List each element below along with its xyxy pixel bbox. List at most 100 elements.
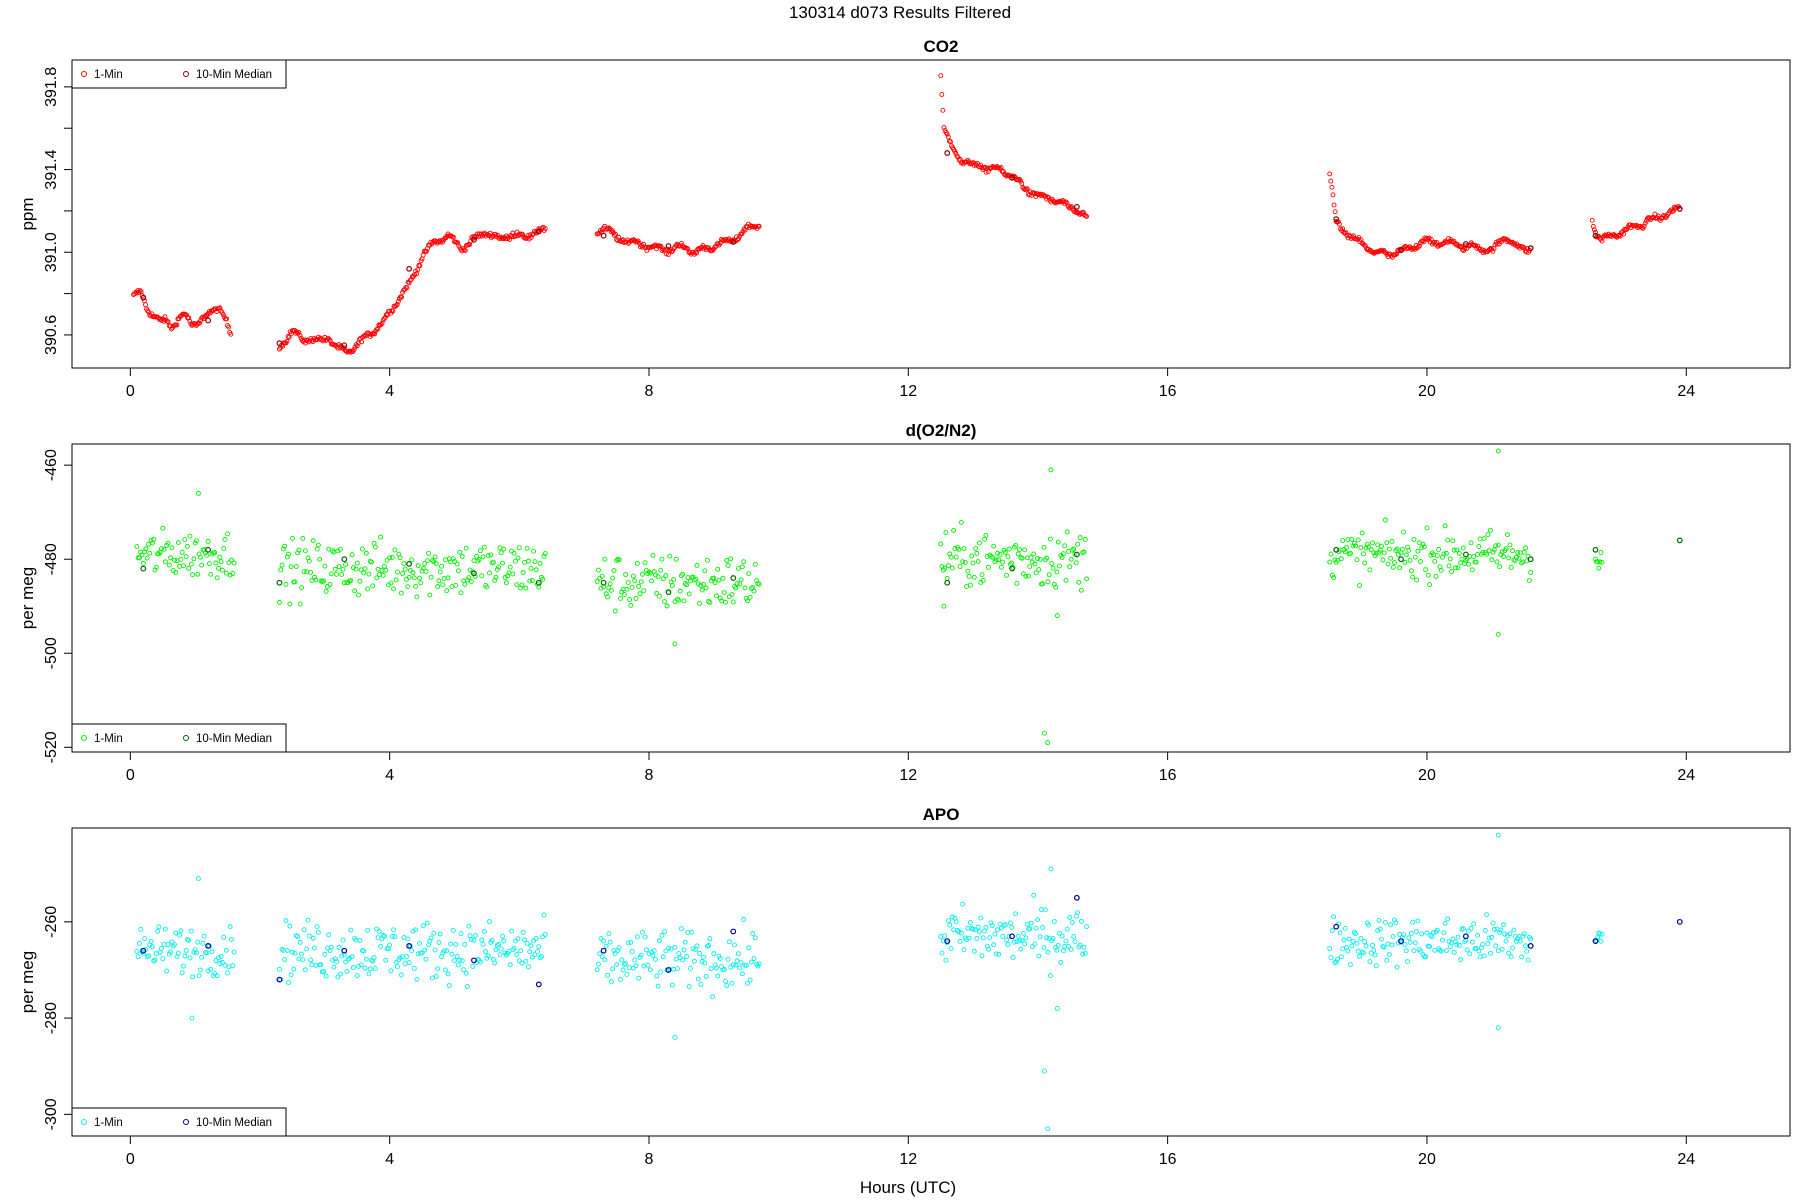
point-1min xyxy=(986,564,991,570)
point-1min xyxy=(1445,537,1451,543)
point-1min xyxy=(743,962,749,968)
point-1min xyxy=(682,939,688,945)
point-1min xyxy=(1479,247,1485,253)
point-1min xyxy=(490,559,496,565)
point-1min xyxy=(616,945,622,951)
point-1min xyxy=(389,554,395,560)
point-1min xyxy=(439,954,444,960)
point-1min xyxy=(387,555,393,561)
point-1min xyxy=(349,552,355,558)
point-1min xyxy=(138,926,144,932)
point-1min xyxy=(1495,948,1501,954)
point-1min xyxy=(991,543,997,549)
point-1min xyxy=(647,967,653,973)
point-1min xyxy=(1442,523,1448,529)
point-1min xyxy=(516,545,522,551)
point-1min xyxy=(357,938,363,944)
point-1min xyxy=(467,933,473,939)
point-1min xyxy=(598,936,604,941)
point-1min xyxy=(1080,951,1086,957)
point-1min xyxy=(389,933,395,939)
point-1min xyxy=(1048,467,1054,473)
point-1min xyxy=(717,956,723,962)
point-1min xyxy=(938,541,944,547)
point-1min xyxy=(1063,938,1069,944)
point-1min xyxy=(1415,244,1421,250)
point-1min xyxy=(1064,200,1070,206)
point-1min xyxy=(961,947,967,953)
point-1min xyxy=(1643,218,1649,224)
point-1min xyxy=(371,955,377,960)
point-1min xyxy=(1476,544,1482,549)
point-1min xyxy=(680,571,686,577)
point-1min xyxy=(1058,960,1064,965)
point-1min xyxy=(405,584,411,590)
point-1min xyxy=(1069,547,1075,553)
point-1min xyxy=(1042,730,1047,736)
point-1min xyxy=(341,951,347,957)
point-1min xyxy=(632,578,638,584)
point-1min xyxy=(735,237,741,243)
point-1min xyxy=(599,954,605,960)
point-1min xyxy=(330,548,336,554)
point-1min xyxy=(315,542,321,548)
point-1min xyxy=(637,591,643,597)
point-1min xyxy=(613,231,618,237)
point-1min xyxy=(174,322,180,328)
point-1min xyxy=(522,937,527,943)
point-1min xyxy=(1488,527,1493,533)
point-1min xyxy=(519,582,525,588)
point-1min xyxy=(756,223,762,229)
point-1min xyxy=(1460,545,1466,551)
point-1min xyxy=(967,920,973,925)
point-1min xyxy=(1521,245,1527,251)
point-1min xyxy=(310,538,316,544)
point-1min xyxy=(524,545,530,551)
point-1min xyxy=(596,230,602,236)
point-1min xyxy=(1046,572,1052,578)
point-1min xyxy=(442,557,448,563)
point-1min xyxy=(1499,549,1505,555)
point-1min xyxy=(629,584,635,590)
point-1min xyxy=(295,550,301,556)
point-1min xyxy=(365,927,371,933)
point-1min xyxy=(949,565,955,571)
point-1min xyxy=(341,345,347,351)
point-1min xyxy=(381,316,387,322)
point-1min xyxy=(457,549,463,555)
point-1min xyxy=(302,548,308,554)
point-1min xyxy=(1486,935,1492,941)
point-1min xyxy=(474,553,479,559)
point-10min-median xyxy=(471,236,477,243)
point-1min xyxy=(1416,540,1422,546)
x-tick-label: 8 xyxy=(645,767,654,784)
point-1min xyxy=(359,339,365,345)
point-1min xyxy=(663,573,669,578)
point-1min xyxy=(1009,925,1015,930)
point-1min xyxy=(947,922,953,928)
point-1min xyxy=(287,923,293,929)
point-1min xyxy=(217,554,223,560)
point-1min xyxy=(1342,925,1348,931)
point-1min xyxy=(352,588,358,594)
point-1min xyxy=(1354,557,1360,563)
point-1min xyxy=(684,582,690,588)
point-1min xyxy=(181,963,186,969)
point-1min xyxy=(1458,957,1464,962)
point-1min xyxy=(155,928,161,934)
point-1min xyxy=(1007,920,1013,926)
point-1min xyxy=(195,571,201,577)
point-1min xyxy=(165,942,171,948)
point-1min xyxy=(939,950,945,956)
point-10min-median xyxy=(535,228,542,235)
point-1min xyxy=(292,950,298,956)
point-1min xyxy=(179,970,185,976)
point-10min-median xyxy=(1462,933,1469,940)
point-1min xyxy=(348,349,354,355)
point-1min xyxy=(1054,569,1060,575)
point-1min xyxy=(708,578,714,584)
point-1min xyxy=(512,558,518,564)
point-1min xyxy=(472,933,478,938)
point-1min xyxy=(213,560,219,566)
point-1min xyxy=(691,958,697,964)
